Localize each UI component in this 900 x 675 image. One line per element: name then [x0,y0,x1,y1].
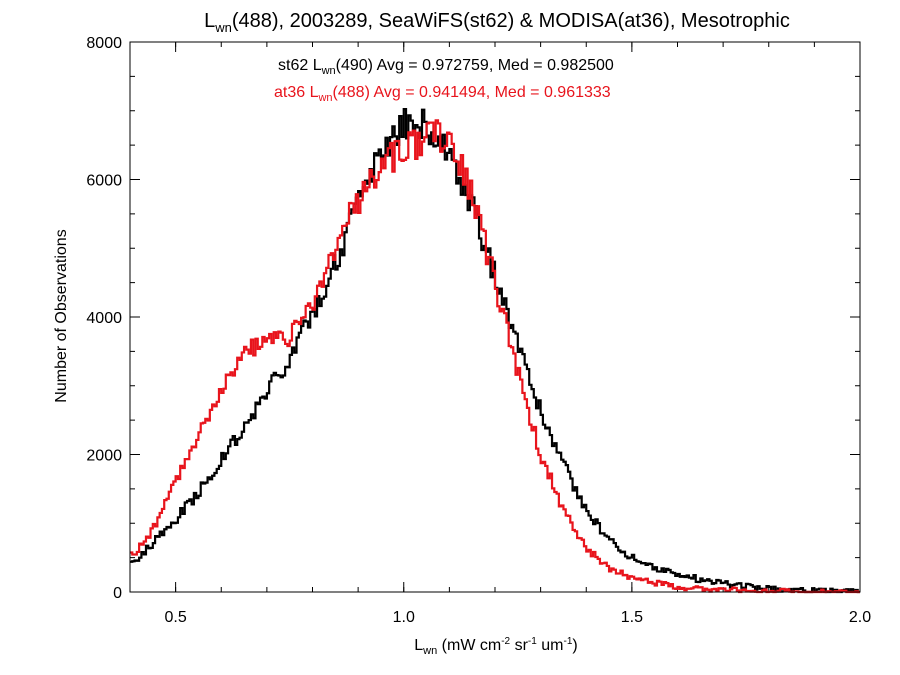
y-tick-label: 8000 [86,35,122,52]
x-tick-label: 2.0 [849,609,871,626]
axis-ticks: 0.5 1.0 1.5 2.0 0 2000 4000 6000 8000 [86,35,871,626]
chart-title: Lwn(488), 2003289, SeaWiFS(st62) & MODIS… [204,10,790,35]
y-tick-label: 4000 [86,310,122,327]
series-annotation-st62: st62 Lwn(490) Avg = 0.972759, Med = 0.98… [278,57,614,77]
x-tick-label: 0.5 [165,609,187,626]
y-tick-label: 2000 [86,448,122,465]
plot-series [130,108,860,594]
x-axis-label: Lwn (mW cm-2 sr-1 um-1) [414,636,577,657]
series-line-0 [130,108,860,594]
y-tick-label: 6000 [86,173,122,190]
y-tick-label: 0 [113,585,122,602]
plot-frame [129,41,861,593]
y-axis-label: Number of Observations [53,229,70,402]
series-annotation-at36: at36 Lwn(488) Avg = 0.941494, Med = 0.96… [274,84,611,104]
x-tick-label: 1.5 [621,609,643,626]
x-tick-label: 1.0 [393,609,415,626]
series-line-1 [130,119,860,594]
